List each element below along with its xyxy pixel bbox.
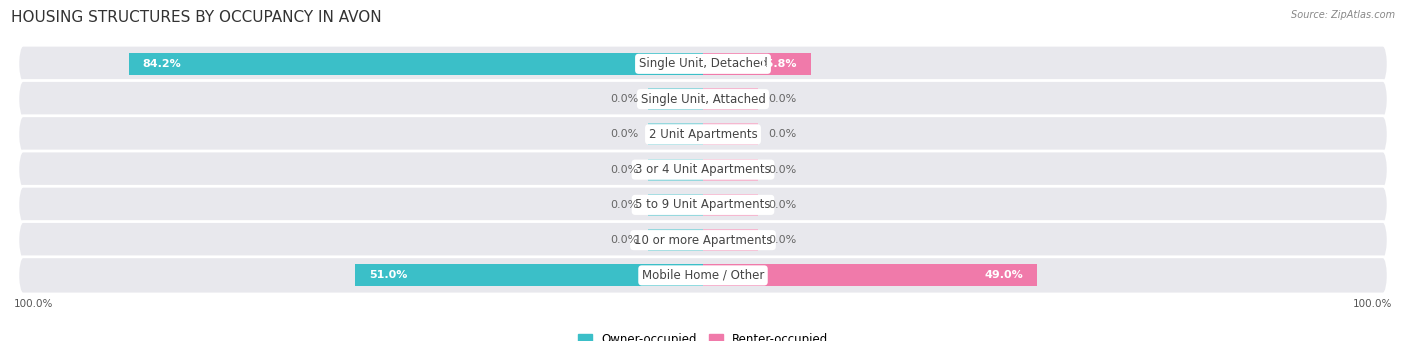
- FancyBboxPatch shape: [17, 151, 1389, 188]
- Text: Single Unit, Detached: Single Unit, Detached: [638, 57, 768, 70]
- Text: HOUSING STRUCTURES BY OCCUPANCY IN AVON: HOUSING STRUCTURES BY OCCUPANCY IN AVON: [11, 10, 382, 25]
- Legend: Owner-occupied, Renter-occupied: Owner-occupied, Renter-occupied: [572, 329, 834, 341]
- Bar: [703, 123, 758, 145]
- Bar: [648, 159, 703, 180]
- FancyBboxPatch shape: [17, 222, 1389, 259]
- Bar: [703, 194, 758, 216]
- Text: Single Unit, Attached: Single Unit, Attached: [641, 93, 765, 106]
- Text: 51.0%: 51.0%: [368, 270, 408, 280]
- Text: 2 Unit Apartments: 2 Unit Apartments: [648, 128, 758, 141]
- FancyBboxPatch shape: [17, 80, 1389, 118]
- Text: 0.0%: 0.0%: [768, 235, 796, 245]
- Text: 0.0%: 0.0%: [768, 165, 796, 175]
- Bar: [703, 265, 1038, 286]
- Bar: [648, 229, 703, 251]
- Text: Mobile Home / Other: Mobile Home / Other: [641, 269, 765, 282]
- Bar: [129, 53, 703, 75]
- Text: 0.0%: 0.0%: [610, 129, 638, 139]
- Text: 100.0%: 100.0%: [1353, 299, 1392, 309]
- Text: 15.8%: 15.8%: [759, 59, 797, 69]
- FancyBboxPatch shape: [17, 257, 1389, 294]
- Bar: [703, 53, 811, 75]
- Text: 100.0%: 100.0%: [14, 299, 53, 309]
- Bar: [703, 88, 758, 110]
- Bar: [648, 123, 703, 145]
- Text: 3 or 4 Unit Apartments: 3 or 4 Unit Apartments: [636, 163, 770, 176]
- FancyBboxPatch shape: [17, 116, 1389, 153]
- Bar: [648, 194, 703, 216]
- FancyBboxPatch shape: [17, 186, 1389, 223]
- Text: 0.0%: 0.0%: [610, 165, 638, 175]
- FancyBboxPatch shape: [17, 45, 1389, 83]
- Text: 10 or more Apartments: 10 or more Apartments: [634, 234, 772, 247]
- Text: 0.0%: 0.0%: [768, 200, 796, 210]
- Bar: [703, 229, 758, 251]
- Text: 84.2%: 84.2%: [142, 59, 181, 69]
- Bar: [648, 88, 703, 110]
- Text: 0.0%: 0.0%: [610, 235, 638, 245]
- Text: 0.0%: 0.0%: [610, 200, 638, 210]
- Text: 49.0%: 49.0%: [984, 270, 1024, 280]
- Bar: [703, 159, 758, 180]
- Text: Source: ZipAtlas.com: Source: ZipAtlas.com: [1291, 10, 1395, 20]
- Text: 5 to 9 Unit Apartments: 5 to 9 Unit Apartments: [636, 198, 770, 211]
- Text: 0.0%: 0.0%: [768, 94, 796, 104]
- Text: 0.0%: 0.0%: [610, 94, 638, 104]
- Text: 0.0%: 0.0%: [768, 129, 796, 139]
- Bar: [356, 265, 703, 286]
